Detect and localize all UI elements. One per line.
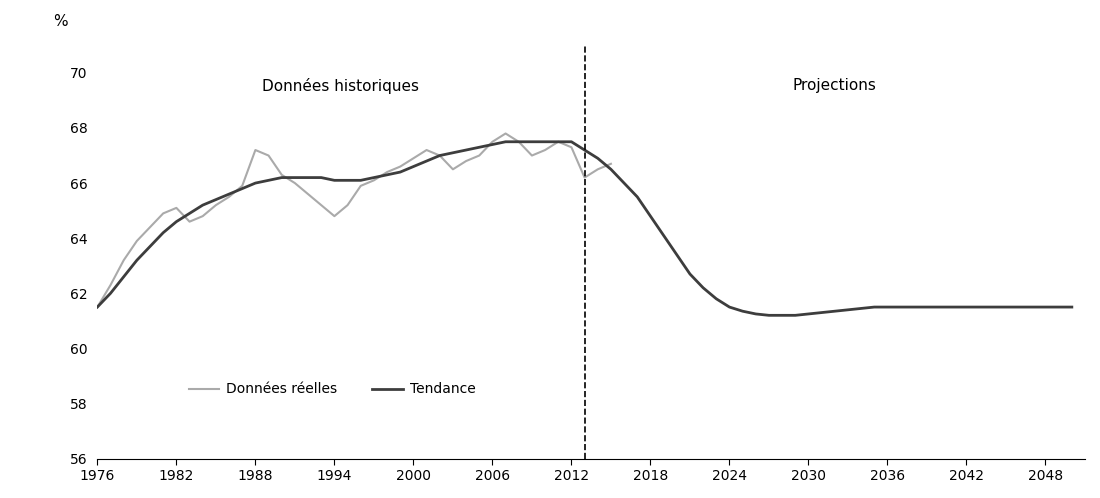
Text: Données historiques: Données historiques xyxy=(263,78,419,95)
Legend: Données réelles, Tendance: Données réelles, Tendance xyxy=(184,377,481,402)
Text: %: % xyxy=(53,14,67,29)
Text: Projections: Projections xyxy=(793,78,877,94)
